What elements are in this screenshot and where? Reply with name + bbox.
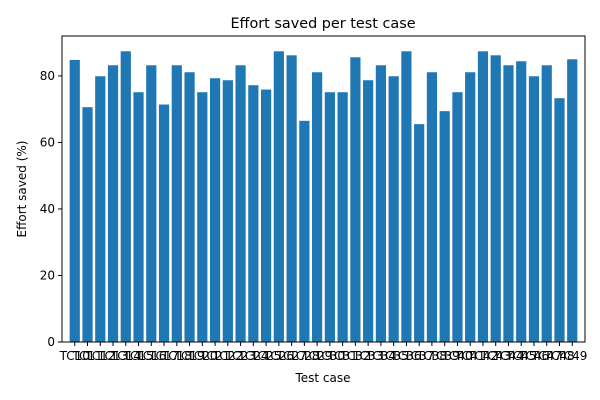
x-tick-label: TC42 — [467, 349, 498, 363]
x-tick-label: TC49 — [556, 349, 587, 363]
bar-tc29 — [312, 72, 323, 342]
bar-tc31 — [337, 92, 348, 343]
x-tick-label: TC22 — [212, 349, 243, 363]
x-tick-label: TC19 — [173, 349, 204, 363]
bars-group — [69, 51, 578, 343]
chart-title: Effort saved per test case — [230, 16, 415, 32]
x-axis: TC10TC11TC12TC13TC14TC15TC16TC17TC18TC19… — [59, 342, 587, 363]
x-tick-label: TC47 — [531, 349, 562, 363]
bar-tc48 — [554, 98, 565, 342]
bar-tc14 — [120, 51, 131, 343]
x-axis-label: Test case — [294, 371, 350, 385]
plot-frame — [61, 35, 586, 343]
bar-tc25 — [261, 89, 272, 342]
bar-tc35 — [388, 76, 399, 342]
x-tick-label: TC35 — [378, 349, 409, 363]
bar-tc40 — [452, 92, 463, 343]
y-tick-label: 20 — [40, 268, 55, 282]
x-tick-label: TC29 — [301, 349, 332, 363]
bar-tc28 — [299, 120, 310, 342]
x-tick-label: TC20 — [186, 349, 217, 363]
bar-tc30 — [324, 92, 335, 343]
x-tick-label: TC25 — [250, 349, 281, 363]
y-tick-label: 0 — [47, 335, 55, 349]
x-tick-label: TC38 — [416, 349, 447, 363]
bar-tc15 — [133, 92, 144, 343]
x-tick-label: TC36 — [390, 349, 421, 363]
bar-tc20 — [197, 92, 208, 343]
x-tick-label: TC48 — [543, 349, 574, 363]
bar-tc17 — [158, 104, 170, 343]
bar-tc45 — [516, 61, 527, 342]
bar-tc12 — [95, 76, 106, 342]
bar-tc38 — [426, 72, 438, 342]
x-tick-label: TC37 — [403, 349, 434, 363]
x-tick-label: TC16 — [135, 349, 166, 363]
bar-tc27 — [286, 55, 297, 342]
y-tick-label: 80 — [40, 69, 55, 83]
bar-tc33 — [363, 80, 374, 343]
bar-tc18 — [171, 65, 182, 343]
bar-tc22 — [222, 80, 233, 343]
bar-tc32 — [350, 57, 361, 342]
x-tick-label: TC12 — [84, 349, 115, 363]
x-tick-label: TC21 — [199, 349, 230, 363]
bar-tc42 — [477, 51, 489, 343]
x-tick-label: TC33 — [352, 349, 383, 363]
x-tick-label: TC23 — [224, 349, 255, 363]
bar-tc26 — [273, 51, 284, 343]
x-tick-label: TC30 — [314, 349, 345, 363]
x-tick-label: TC15 — [122, 349, 153, 363]
x-tick-label: TC31 — [326, 349, 357, 363]
x-tick-label: TC10 — [59, 349, 90, 363]
bar-tc19 — [184, 72, 195, 342]
x-tick-label: TC11 — [71, 349, 102, 363]
x-tick-label: TC13 — [97, 349, 128, 363]
x-tick-label: TC24 — [237, 349, 268, 363]
x-tick-label: TC27 — [275, 349, 306, 363]
x-tick-label: TC40 — [441, 349, 472, 363]
x-tick-label: TC39 — [429, 349, 460, 363]
y-tick-label: 40 — [40, 202, 55, 216]
x-tick-label: TC17 — [148, 349, 179, 363]
y-axis-label: Effort saved (%) — [15, 141, 29, 238]
bar-tc47 — [541, 65, 552, 343]
bar-tc37 — [414, 124, 425, 342]
y-tick-label: 60 — [40, 135, 55, 149]
x-tick-label: TC46 — [518, 349, 549, 363]
bar-tc36 — [401, 51, 412, 343]
x-tick-label: TC26 — [263, 349, 294, 363]
bar-tc39 — [439, 111, 450, 342]
x-tick-label: TC14 — [110, 349, 141, 363]
bar-tc13 — [107, 65, 119, 343]
x-tick-label: TC18 — [161, 349, 192, 363]
bar-tc34 — [375, 65, 386, 343]
x-tick-label: TC44 — [492, 349, 523, 363]
x-tick-label: TC32 — [339, 349, 370, 363]
bar-tc16 — [146, 65, 157, 343]
bar-tc41 — [465, 72, 476, 342]
bar-tc46 — [528, 76, 540, 342]
bar-tc21 — [209, 78, 221, 343]
bar-tc11 — [82, 107, 93, 343]
bar-tc24 — [248, 85, 259, 342]
bar-tc49 — [567, 59, 578, 342]
x-tick-label: TC28 — [288, 349, 319, 363]
bar-tc43 — [490, 55, 501, 342]
x-tick-label: TC41 — [454, 349, 485, 363]
x-tick-label: TC45 — [505, 349, 536, 363]
bar-tc10 — [69, 59, 80, 342]
y-axis: 0 20 40 60 80 — [40, 69, 62, 349]
x-tick-label: TC34 — [365, 349, 396, 363]
bar-tc23 — [235, 65, 246, 343]
x-tick-label: TC43 — [480, 349, 511, 363]
bar-tc44 — [503, 65, 514, 343]
